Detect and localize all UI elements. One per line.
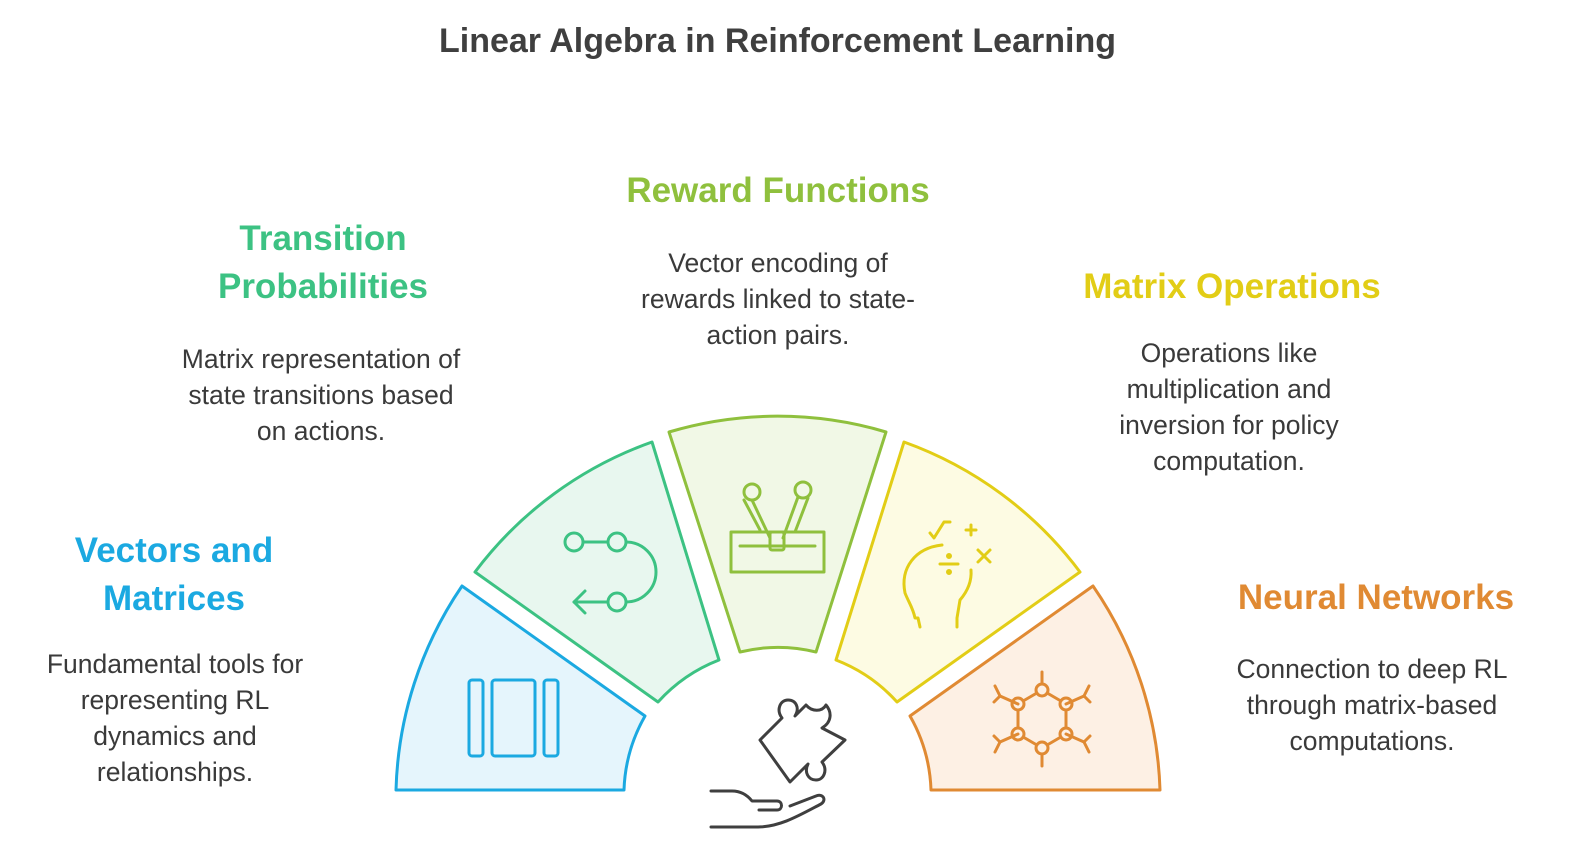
segment-transition-probabilities (473, 440, 721, 704)
segment-vectors-matrices (394, 584, 647, 792)
heading-matrix-operations: Matrix Operations (1042, 263, 1422, 311)
desc-reward-functions: Vector encoding of rewards linked to sta… (603, 245, 953, 353)
desc-line: Operations like (1140, 338, 1318, 368)
desc-vectors-matrices: Fundamental tools for representing RL dy… (10, 646, 340, 790)
desc-line: Connection to deep RL (1236, 654, 1508, 684)
heading-line: Matrix Operations (1083, 267, 1381, 306)
desc-line: inversion for policy (1119, 410, 1339, 440)
heading-line: Reward Functions (626, 171, 930, 210)
heading-vectors-matrices: Vectors and Matrices (24, 527, 324, 623)
desc-neural-networks: Connection to deep RL through matrix-bas… (1207, 651, 1537, 759)
heading-line: Probabilities (217, 267, 429, 306)
columns-icon (467, 678, 560, 758)
heading-reward-functions: Reward Functions (578, 167, 978, 215)
tools-in-box-icon (729, 480, 826, 574)
desc-line: on actions. (256, 416, 386, 446)
desc-line: action pairs. (706, 320, 850, 350)
molecule-network-icon (992, 670, 1092, 768)
desc-line: through matrix-based (1246, 690, 1498, 720)
page-title: Linear Algebra in Reinforcement Learning (439, 22, 1116, 60)
segment-matrix-operations (834, 440, 1082, 704)
heading-line: Vectors and (74, 531, 274, 570)
desc-line: dynamics and (93, 721, 257, 751)
heading-transition-probabilities: Transition Probabilities (173, 215, 473, 311)
desc-line: computations. (1289, 726, 1455, 756)
flow-path-icon (563, 531, 658, 615)
desc-line: computation. (1153, 446, 1305, 476)
desc-line: multiplication and (1126, 374, 1332, 404)
heading-line: Matrices (102, 579, 246, 618)
math-head-icon (902, 520, 992, 629)
puzzle-hand-icon (709, 698, 847, 829)
desc-line: Vector encoding of (668, 248, 888, 278)
heading-neural-networks: Neural Networks (1196, 574, 1556, 622)
heading-line: Transition (239, 219, 407, 258)
heading-line: Neural Networks (1237, 578, 1515, 617)
desc-line: Matrix representation of (181, 344, 461, 374)
segment-reward-functions (667, 414, 888, 654)
desc-line: Fundamental tools for (46, 649, 304, 679)
desc-transition-probabilities: Matrix representation of state transitio… (151, 341, 491, 449)
desc-line: relationships. (96, 757, 254, 787)
desc-line: state transitions based (188, 380, 454, 410)
desc-line: representing RL (80, 685, 270, 715)
desc-line: rewards linked to state- (641, 284, 915, 314)
desc-matrix-operations: Operations like multiplication and inver… (1069, 335, 1389, 479)
